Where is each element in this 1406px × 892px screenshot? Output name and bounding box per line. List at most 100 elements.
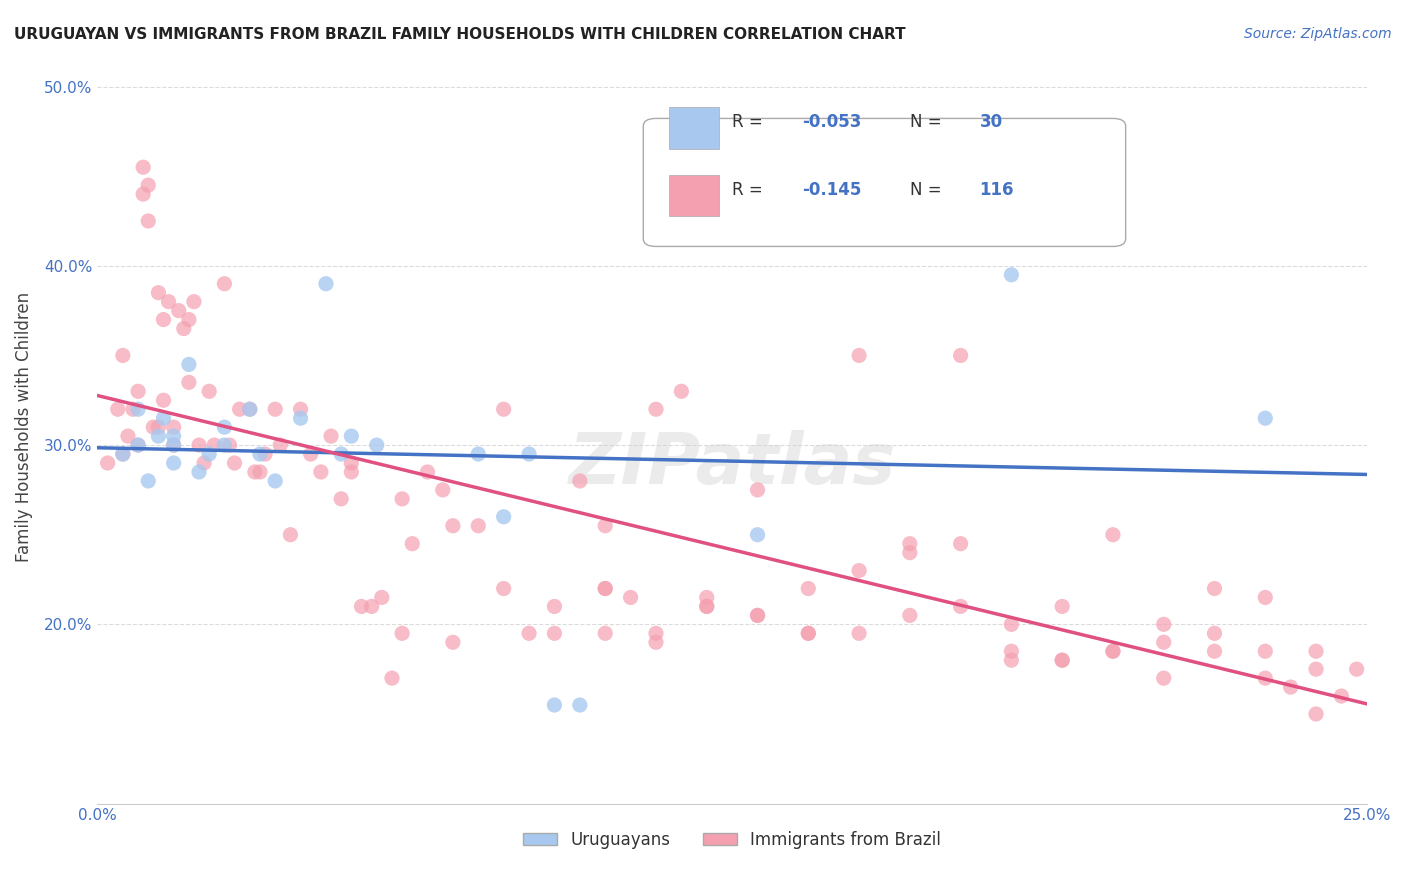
Text: 30: 30 [980,113,1002,131]
Point [1305,644,1327,658]
Point [167,303,190,318]
Point [111,447,134,461]
Point [299,447,322,461]
Point [122,402,145,417]
Point [1305,706,1327,721]
Point [243,465,266,479]
Point [214,420,236,434]
Point [645,626,668,640]
Point [319,429,342,443]
Point [1204,644,1226,658]
Point [1153,617,1175,632]
Point [1204,626,1226,640]
Point [543,698,565,712]
Point [162,420,184,434]
Point [253,447,276,461]
Point [1204,582,1226,596]
Point [188,465,211,479]
Point [162,438,184,452]
Point [747,608,769,623]
Point [593,518,616,533]
Point [1000,653,1022,667]
Point [441,635,464,649]
Point [797,582,820,596]
Point [1254,591,1277,605]
Point [416,465,439,479]
Point [543,599,565,614]
Point [1000,617,1022,632]
Point [136,178,159,193]
FancyBboxPatch shape [669,175,720,217]
Point [173,321,195,335]
Text: R =: R = [733,181,773,199]
Point [401,537,423,551]
Point [132,187,155,202]
Point [214,438,236,452]
Point [949,599,972,614]
Point [264,474,287,488]
Point [543,626,565,640]
Point [593,582,616,596]
Point [188,438,211,452]
FancyBboxPatch shape [669,107,720,149]
Point [218,438,240,452]
Point [898,537,921,551]
Point [228,402,250,417]
Point [391,626,413,640]
Point [350,599,373,614]
Point [432,483,454,497]
Point [127,438,149,452]
Text: 116: 116 [980,181,1014,199]
Point [1153,635,1175,649]
Point [797,626,820,640]
Point [264,402,287,417]
Point [1305,662,1327,676]
Point [340,456,363,470]
Point [848,564,870,578]
Point [239,402,262,417]
Point [330,491,353,506]
Text: URUGUAYAN VS IMMIGRANTS FROM BRAZIL FAMILY HOUSEHOLDS WITH CHILDREN CORRELATION : URUGUAYAN VS IMMIGRANTS FROM BRAZIL FAMI… [14,27,905,42]
Y-axis label: Family Households with Children: Family Households with Children [15,292,32,562]
Point [214,277,236,291]
Point [177,312,200,326]
Point [315,277,337,291]
Point [568,698,591,712]
Point [177,376,200,390]
Point [645,402,668,417]
Point [747,483,769,497]
Point [1102,644,1125,658]
Point [517,447,540,461]
Point [111,348,134,362]
Point [162,429,184,443]
Text: -0.145: -0.145 [801,181,862,199]
Point [1000,644,1022,658]
Text: ZIPatlas: ZIPatlas [568,430,896,500]
Point [1330,689,1353,703]
Point [148,429,170,443]
Point [136,214,159,228]
Point [371,591,394,605]
Legend: Uruguayans, Immigrants from Brazil: Uruguayans, Immigrants from Brazil [516,824,948,855]
Point [330,447,353,461]
Point [593,582,616,596]
Point [492,582,515,596]
Point [97,456,120,470]
Point [797,626,820,640]
Point [239,402,262,417]
Point [136,474,159,488]
Point [1102,527,1125,541]
Point [249,447,271,461]
Point [1153,671,1175,685]
Point [366,438,388,452]
Point [391,491,413,506]
Point [1254,411,1277,425]
Point [696,599,718,614]
Point [1000,268,1022,282]
Point [848,348,870,362]
Text: N =: N = [910,181,946,199]
Point [224,456,246,470]
Point [183,294,205,309]
Point [127,438,149,452]
FancyBboxPatch shape [644,119,1126,246]
